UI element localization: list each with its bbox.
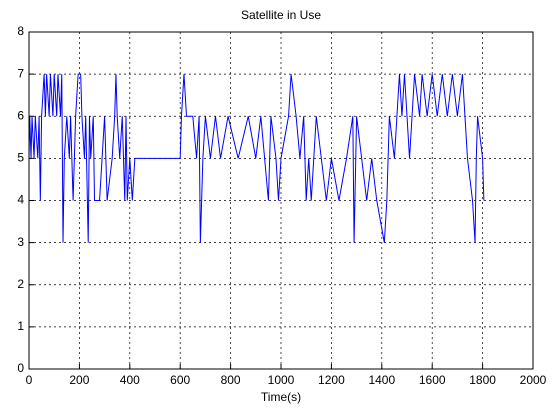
y-tick-label: 7	[17, 66, 24, 80]
x-axis-label: Time(s)	[261, 390, 301, 404]
x-tick-label: 1600	[419, 373, 446, 387]
x-tick-label: 1800	[469, 373, 496, 387]
x-tick-label: 0	[26, 373, 33, 387]
y-tick-label: 4	[17, 193, 24, 207]
y-tick-label: 3	[17, 235, 24, 249]
x-tick-label: 400	[120, 373, 140, 387]
y-tick-label: 2	[17, 277, 24, 291]
x-tick-label: 1400	[368, 373, 395, 387]
x-tick-label: 200	[69, 373, 89, 387]
x-tick-label: 1200	[318, 373, 345, 387]
x-tick-label: 2000	[520, 373, 547, 387]
x-tick-label: 600	[170, 373, 190, 387]
x-tick-label: 1000	[268, 373, 295, 387]
x-tick-label: 800	[221, 373, 241, 387]
y-tick-label: 1	[17, 319, 24, 333]
y-tick-label: 0	[17, 361, 24, 375]
data-line	[28, 73, 485, 243]
plot-area	[28, 31, 534, 370]
y-tick-label: 6	[17, 108, 24, 122]
chart-title: Satellite in Use	[241, 8, 321, 22]
y-tick-label: 5	[17, 151, 24, 165]
y-tick-label: 8	[17, 24, 24, 38]
